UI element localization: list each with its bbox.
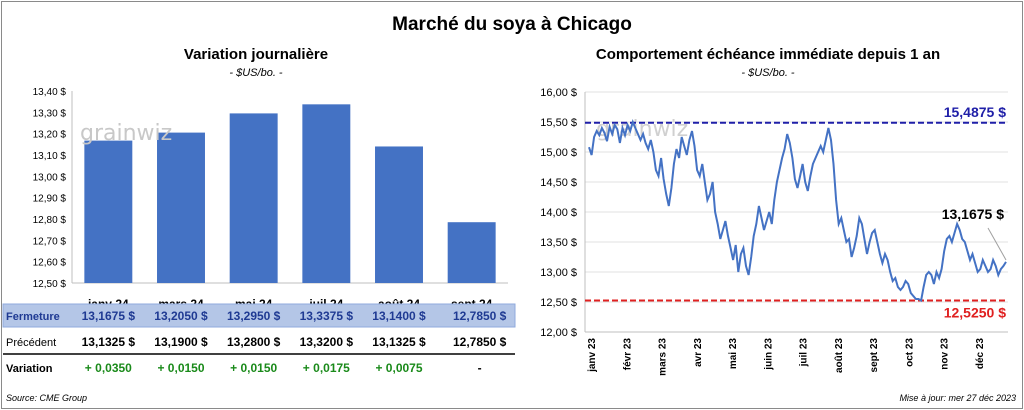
line-x-tick-label: févr 23: [622, 338, 633, 371]
bar-y-tick-label: 13,00 $: [33, 172, 67, 183]
line-x-tick-label: juin 23: [763, 338, 774, 371]
table-cell: + 0,0075: [375, 361, 422, 375]
table-cell: 13,1675 $: [82, 309, 136, 323]
table-row-label: Fermeture: [6, 311, 60, 323]
page-title: Marché du soya à Chicago: [392, 14, 632, 35]
table-cell: 13,1325 $: [372, 335, 426, 349]
line-x-tick-label: déc 23: [975, 338, 986, 370]
table-cell: + 0,0350: [85, 361, 132, 375]
bar-y-tick-label: 13,20 $: [33, 130, 67, 141]
bar-chart-title: Variation journalière: [183, 46, 329, 63]
table-cell: 13,3375 $: [300, 309, 354, 323]
line-y-tick-label: 14,00 $: [540, 207, 577, 219]
bar-y-tick-label: 12,60 $: [33, 258, 67, 269]
table-cell: -: [478, 361, 482, 375]
low-label: 12,5250 $: [944, 305, 1006, 321]
bar: [447, 222, 496, 283]
bar: [84, 140, 133, 283]
line-x-tick-label: juil 23: [799, 338, 810, 368]
line-x-tick-label: août 23: [834, 338, 845, 373]
table-header-fill: [2, 303, 516, 328]
line-chart-subtitle: - $US/bo. -: [741, 67, 795, 79]
line-x-tick-label: mars 23: [658, 338, 669, 376]
line-x-tick-label: mai 23: [728, 338, 739, 370]
line-y-tick-label: 13,50 $: [540, 237, 577, 249]
bar: [375, 146, 423, 283]
line-y-tick-label: 12,00 $: [540, 327, 577, 339]
bar: [157, 132, 205, 283]
bar-y-tick-label: 12,70 $: [33, 236, 67, 247]
bar: [229, 113, 278, 284]
source-note: Source: CME Group: [6, 393, 88, 403]
table-cell: 12,7850 $: [453, 335, 507, 349]
high-label: 15,4875 $: [944, 104, 1006, 120]
line-y-tick-label: 12,50 $: [540, 297, 577, 309]
table-cell: 13,1400 $: [372, 309, 426, 323]
line-y-tick-label: 14,50 $: [540, 177, 577, 189]
bar: [302, 104, 351, 283]
bar-y-tick-label: 12,50 $: [33, 279, 67, 290]
line-chart-title: Comportement échéance immédiate depuis 1…: [595, 46, 941, 63]
line-y-tick-label: 16,00 $: [540, 87, 577, 99]
bar-y-tick-label: 13,40 $: [33, 87, 67, 98]
line-y-tick-label: 15,00 $: [540, 147, 577, 159]
bar-y-tick-label: 13,10 $: [33, 151, 67, 162]
line-x-tick-label: nov 23: [940, 338, 951, 370]
bar-y-tick-label: 12,80 $: [33, 215, 67, 226]
line-x-tick-label: janv 23: [587, 338, 598, 373]
table-cell: 13,2800 $: [227, 335, 281, 349]
table-cell: + 0,0175: [303, 361, 350, 375]
table-cell: 13,2050 $: [154, 309, 208, 323]
table-row-label: Variation: [6, 363, 53, 375]
table-row-label: Précédent: [6, 337, 56, 349]
last-value-label: 13,1675 $: [942, 206, 1004, 222]
update-note: Mise à jour: mer 27 déc 2023: [899, 393, 1016, 403]
line-x-tick-label: oct 23: [904, 338, 915, 367]
watermark-logo-left: grainwiz: [80, 121, 172, 146]
line-x-tick-label: sept 23: [869, 338, 880, 373]
table-cell: 13,3200 $: [300, 335, 354, 349]
bar-y-tick-label: 13,30 $: [33, 108, 67, 119]
line-y-tick-label: 15,50 $: [540, 117, 577, 129]
line-y-tick-label: 13,00 $: [540, 267, 577, 279]
last-value-leader: [987, 227, 1007, 261]
bar-chart-subtitle: - $US/bo. -: [229, 67, 283, 79]
table-cell: + 0,0150: [157, 361, 204, 375]
price-line: [588, 118, 1007, 303]
table-cell: 13,2950 $: [227, 309, 281, 323]
table-cell: + 0,0150: [230, 361, 277, 375]
line-x-tick-label: avr 23: [693, 338, 704, 367]
table-cell: 12,7850 $: [453, 309, 507, 323]
table-cell: 13,1900 $: [154, 335, 208, 349]
bar-y-tick-label: 12,90 $: [33, 194, 67, 205]
table-cell: 13,1325 $: [82, 335, 136, 349]
